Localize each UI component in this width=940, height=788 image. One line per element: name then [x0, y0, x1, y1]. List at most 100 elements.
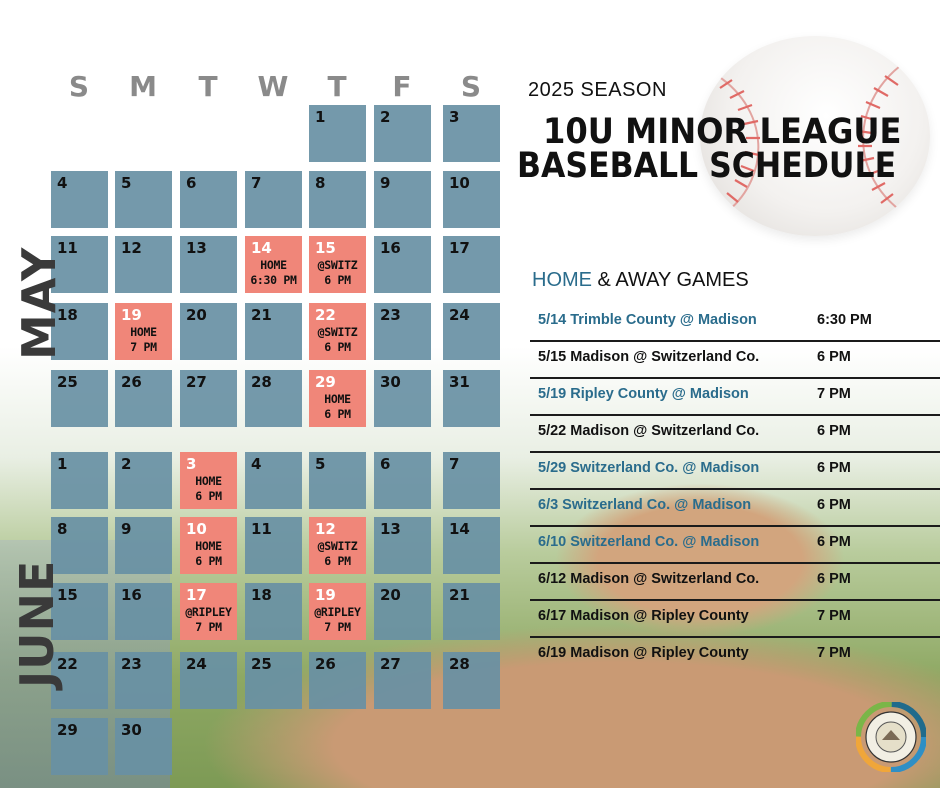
- game-time: 6 PM: [324, 340, 351, 354]
- day-number: 22: [315, 306, 336, 324]
- day-number: 6: [380, 455, 391, 473]
- day-number: 5: [315, 455, 326, 473]
- calendar-day-game: 17 @RIPLEY 7 PM: [180, 583, 237, 640]
- game-row: 6/3 Switzerland Co. @ Madison 6 PM: [530, 490, 940, 527]
- game-row: 5/19 Ripley County @ Madison 7 PM: [530, 379, 940, 416]
- calendar-day-game: 19 HOME 7 PM: [115, 303, 172, 360]
- calendar-day: 16: [115, 583, 172, 640]
- day-number: 12: [121, 239, 142, 257]
- game-matchup: 6/17 Madison @ Ripley County: [538, 608, 749, 624]
- calendar-day: 24: [443, 303, 500, 360]
- game-row-time: 7 PM: [817, 386, 851, 402]
- game-location: @SWITZ: [317, 325, 358, 339]
- game-matchup: 5/14 Trimble County @ Madison: [538, 312, 757, 328]
- games-heading: HOME & AWAY GAMES: [532, 269, 749, 292]
- day-number: 30: [121, 721, 142, 739]
- day-of-week-label: F: [392, 70, 412, 103]
- game-location: @SWITZ: [317, 539, 358, 553]
- month-label-june: JUNE: [10, 559, 64, 688]
- day-number: 19: [315, 586, 336, 604]
- calendar-day-game: 14 HOME 6:30 PM: [245, 236, 302, 293]
- day-of-week-label: S: [68, 70, 90, 103]
- calendar-day: 12: [115, 236, 172, 293]
- calendar-day: 29: [51, 718, 108, 775]
- day-number: 4: [57, 174, 68, 192]
- day-number: 27: [186, 373, 207, 391]
- day-number: 6: [186, 174, 197, 192]
- day-number: 16: [380, 239, 401, 257]
- day-number: 13: [186, 239, 207, 257]
- calendar-day: 13: [180, 236, 237, 293]
- day-number: 15: [315, 239, 336, 257]
- day-number: 20: [186, 306, 207, 324]
- calendar-day: 3: [443, 105, 500, 162]
- day-number: 3: [186, 455, 197, 473]
- game-row: 5/29 Switzerland Co. @ Madison 6 PM: [530, 453, 940, 490]
- calendar-day: 23: [115, 652, 172, 709]
- day-number: 23: [121, 655, 142, 673]
- game-time: 7 PM: [324, 620, 351, 634]
- calendar-day: 25: [245, 652, 302, 709]
- day-number: 2: [121, 455, 132, 473]
- calendar-day: 20: [180, 303, 237, 360]
- calendar-day: 9: [374, 171, 431, 228]
- game-location: @SWITZ: [317, 258, 358, 272]
- day-number: 4: [251, 455, 262, 473]
- day-number: 1: [315, 108, 326, 126]
- day-number: 1: [57, 455, 68, 473]
- day-number: 14: [251, 239, 272, 257]
- calendar-day: 2: [374, 105, 431, 162]
- game-matchup: 5/29 Switzerland Co. @ Madison: [538, 460, 760, 476]
- game-matchup: 5/19 Ripley County @ Madison: [538, 386, 749, 402]
- season-label: 2025 SEASON: [528, 79, 667, 101]
- game-time: 6 PM: [195, 489, 222, 503]
- calendar-day: 27: [180, 370, 237, 427]
- game-row: 6/10 Switzerland Co. @ Madison 6 PM: [530, 527, 940, 564]
- calendar-day: 6: [180, 171, 237, 228]
- calendar-day: 25: [51, 370, 108, 427]
- calendar-day: 26: [309, 652, 366, 709]
- day-number: 9: [380, 174, 391, 192]
- day-number: 11: [251, 520, 272, 538]
- month-label-may: MAY: [12, 246, 66, 360]
- game-location: @RIPLEY: [314, 605, 361, 619]
- calendar-day: 5: [115, 171, 172, 228]
- calendar-day: 23: [374, 303, 431, 360]
- day-of-week-label: S: [460, 70, 482, 103]
- game-matchup: 5/15 Madison @ Switzerland Co.: [538, 349, 760, 365]
- calendar-day: 27: [374, 652, 431, 709]
- calendar-day: 26: [115, 370, 172, 427]
- calendar-day: 15: [51, 583, 108, 640]
- calendar-day: 11: [51, 236, 108, 293]
- day-number: 29: [57, 721, 78, 739]
- calendar-day: 1: [51, 452, 108, 509]
- game-time: 7 PM: [195, 620, 222, 634]
- game-row: 5/15 Madison @ Switzerland Co. 6 PM: [530, 342, 940, 379]
- game-time: 6 PM: [195, 554, 222, 568]
- game-location: HOME: [130, 325, 157, 339]
- calendar-day: 13: [374, 517, 431, 574]
- day-number: 25: [57, 373, 78, 391]
- day-number: 17: [449, 239, 470, 257]
- day-number: 9: [121, 520, 132, 538]
- calendar-day: 18: [245, 583, 302, 640]
- game-time: 6 PM: [324, 273, 351, 287]
- day-number: 5: [121, 174, 132, 192]
- day-number: 18: [251, 586, 272, 604]
- calendar-day-game: 10 HOME 6 PM: [180, 517, 237, 574]
- day-number: 20: [380, 586, 401, 604]
- day-of-week-label: M: [129, 70, 157, 103]
- calendar-day-game: 29 HOME 6 PM: [309, 370, 366, 427]
- calendar-day: 17: [443, 236, 500, 293]
- game-location: HOME: [195, 474, 222, 488]
- game-row-time: 6 PM: [817, 534, 851, 550]
- day-number: 23: [380, 306, 401, 324]
- day-number: 21: [449, 586, 470, 604]
- calendar-day: 8: [309, 171, 366, 228]
- day-number: 12: [315, 520, 336, 538]
- day-number: 26: [315, 655, 336, 673]
- day-number: 11: [57, 239, 78, 257]
- calendar-day: 21: [443, 583, 500, 640]
- calendar-day: 21: [245, 303, 302, 360]
- calendar-day: 1: [309, 105, 366, 162]
